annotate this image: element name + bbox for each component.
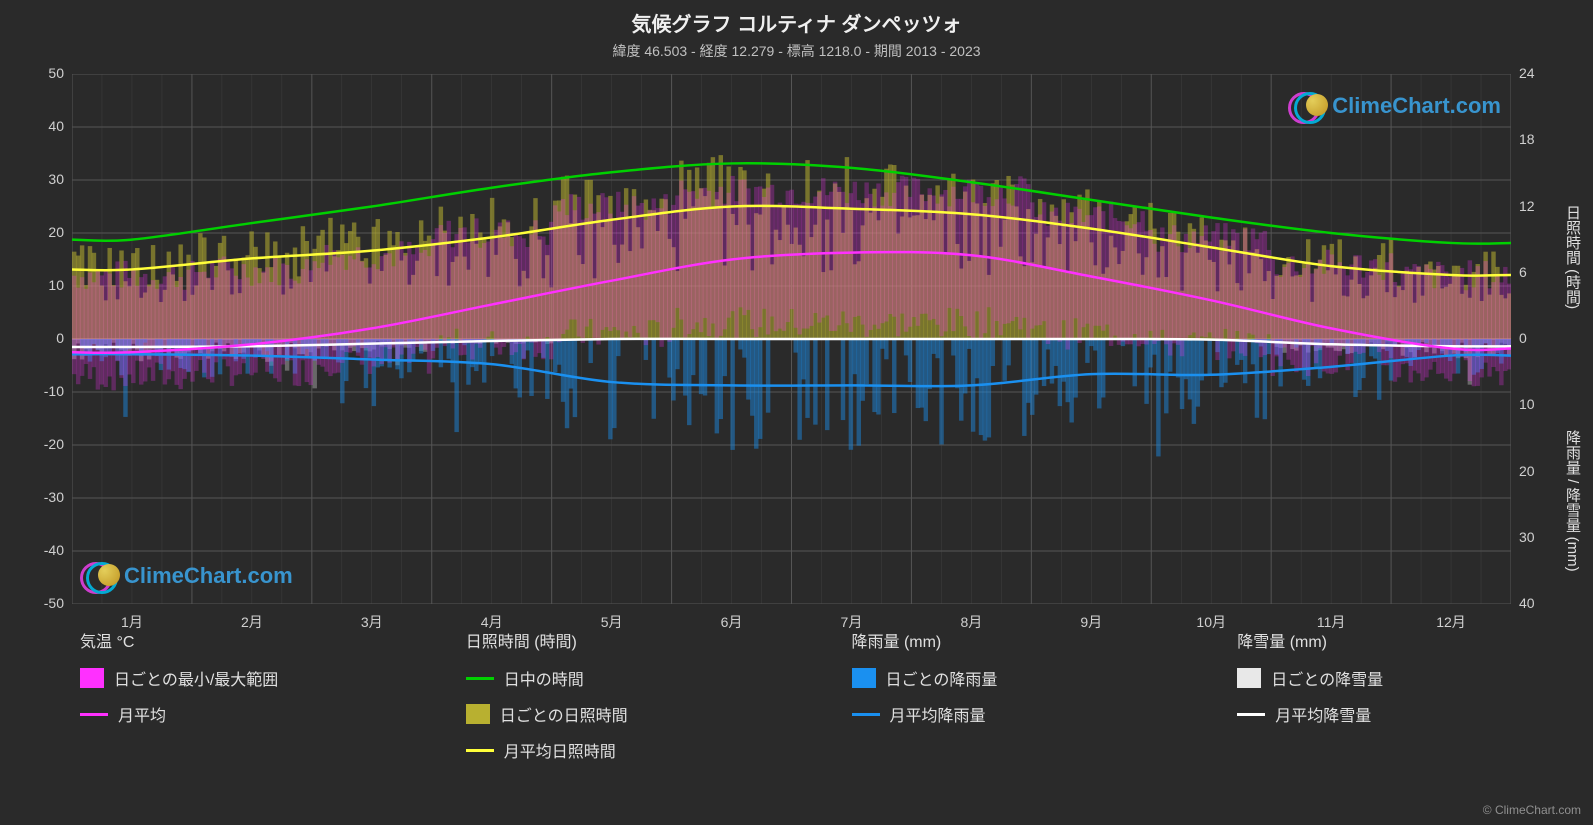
legend-header: 気温 °C	[80, 628, 376, 652]
y-left-tick: -20	[24, 436, 64, 452]
legend-swatch-icon	[852, 668, 876, 688]
brand-logo-icon	[84, 560, 116, 592]
legend-line-icon	[852, 713, 880, 716]
brand-logo-icon	[1292, 90, 1324, 122]
legend-line-icon	[1237, 713, 1265, 716]
y-left-tick: 10	[24, 277, 64, 293]
legend-header: 日照時間 (時間)	[466, 628, 762, 652]
watermark-text: ClimeChart.com	[1332, 93, 1501, 119]
legend-column: 日照時間 (時間) 日中の時間日ごとの日照時間月平均日照時間	[466, 628, 762, 774]
y-right-bottom-tick: 30	[1519, 529, 1559, 545]
y-right-top-tick: 0	[1519, 330, 1559, 346]
y-left-tick: -10	[24, 383, 64, 399]
legend-label: 月平均日照時間	[504, 738, 616, 762]
legend-item: 月平均降雨量	[852, 702, 1148, 726]
y-left-tick: 50	[24, 65, 64, 81]
legend-swatch-icon	[466, 704, 490, 724]
legend-swatch-icon	[80, 668, 104, 688]
legend-line-icon	[466, 749, 494, 752]
y-right-bottom-tick: 10	[1519, 396, 1559, 412]
legend-item: 日ごとの降雨量	[852, 666, 1148, 690]
watermark-text: ClimeChart.com	[124, 563, 293, 589]
plot-area: ClimeChart.com ClimeChart.com -50-40-30-…	[72, 74, 1511, 604]
y-left-tick: -30	[24, 489, 64, 505]
legend-item: 日ごとの降雪量	[1237, 666, 1533, 690]
legend-header: 降雪量 (mm)	[1237, 628, 1533, 652]
y-left-tick: -40	[24, 542, 64, 558]
y-right-top-tick: 18	[1519, 131, 1559, 147]
legend-line-icon	[80, 713, 108, 716]
copyright: © ClimeChart.com	[1483, 803, 1581, 817]
y-left-tick: 40	[24, 118, 64, 134]
y-left-tick: 20	[24, 224, 64, 240]
y-left-tick: -50	[24, 595, 64, 611]
legend-line-icon	[466, 677, 494, 680]
legend-column: 降雨量 (mm) 日ごとの降雨量月平均降雨量	[852, 628, 1148, 774]
legend-label: 月平均降雪量	[1275, 702, 1371, 726]
y-axis-right-top-label: 日照時間 (時間)	[1562, 205, 1583, 309]
legend-label: 日中の時間	[504, 666, 584, 690]
y-right-top-tick: 24	[1519, 65, 1559, 81]
legend-header: 降雨量 (mm)	[852, 628, 1148, 652]
legend-label: 月平均	[118, 702, 166, 726]
legend-item: 月平均降雪量	[1237, 702, 1533, 726]
title-block: 気候グラフ コルティナ ダンペッツォ 緯度 46.503 - 経度 12.279…	[0, 0, 1593, 61]
climate-chart: 気候グラフ コルティナ ダンペッツォ 緯度 46.503 - 経度 12.279…	[0, 0, 1593, 825]
plot-canvas	[72, 74, 1511, 604]
watermark-bottom: ClimeChart.com	[84, 560, 293, 592]
legend-column: 気温 °C 日ごとの最小/最大範囲月平均	[80, 628, 376, 774]
legend-item: 日ごとの最小/最大範囲	[80, 666, 376, 690]
y-right-bottom-tick: 20	[1519, 463, 1559, 479]
legend-swatch-icon	[1237, 668, 1261, 688]
y-axis-right-bottom-label: 降雨量 / 降雪量 (mm)	[1562, 430, 1583, 572]
watermark-top: ClimeChart.com	[1292, 90, 1501, 122]
legend-label: 日ごとの最小/最大範囲	[114, 666, 278, 690]
legend-label: 日ごとの降雨量	[886, 666, 998, 690]
legend-column: 降雪量 (mm) 日ごとの降雪量月平均降雪量	[1237, 628, 1533, 774]
legend-item: 月平均	[80, 702, 376, 726]
y-right-top-tick: 6	[1519, 264, 1559, 280]
chart-title: 気候グラフ コルティナ ダンペッツォ	[0, 8, 1593, 37]
legend: 気温 °C 日ごとの最小/最大範囲月平均 日照時間 (時間) 日中の時間日ごとの日照時…	[80, 628, 1533, 774]
legend-item: 月平均日照時間	[466, 738, 762, 762]
legend-label: 日ごとの日照時間	[500, 702, 628, 726]
y-right-bottom-tick: 40	[1519, 595, 1559, 611]
legend-label: 日ごとの降雪量	[1271, 666, 1383, 690]
chart-subtitle: 緯度 46.503 - 経度 12.279 - 標高 1218.0 - 期間 2…	[0, 41, 1593, 61]
y-left-tick: 0	[24, 330, 64, 346]
legend-label: 月平均降雨量	[890, 702, 986, 726]
legend-item: 日ごとの日照時間	[466, 702, 762, 726]
y-right-top-tick: 12	[1519, 198, 1559, 214]
legend-item: 日中の時間	[466, 666, 762, 690]
y-left-tick: 30	[24, 171, 64, 187]
